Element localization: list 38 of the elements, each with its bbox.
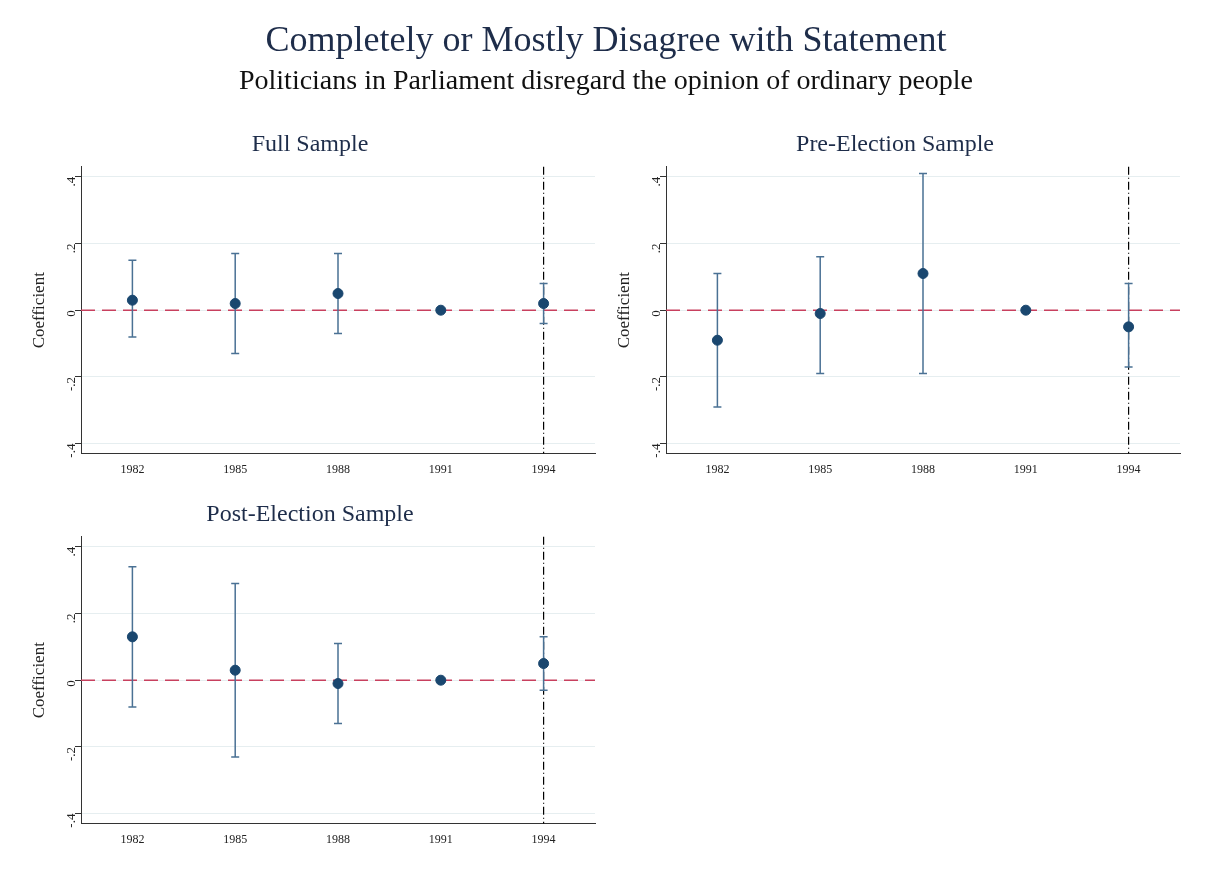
y-tick-label: -.2 <box>63 746 79 761</box>
x-tick-label: 1991 <box>428 461 453 476</box>
x-tick-label: 1994 <box>531 461 556 476</box>
y-tick-label: 0 <box>648 310 664 317</box>
y-tick-label: -.4 <box>63 813 79 828</box>
y-tick-label: -.4 <box>648 443 664 458</box>
x-tick-label: 1988 <box>911 461 935 476</box>
x-tick-label: 1994 <box>531 831 556 846</box>
x-tick-label: 1991 <box>1013 461 1038 476</box>
chart-title: Post-Election Sample <box>206 499 414 526</box>
x-tick-label: 1994 <box>1116 461 1141 476</box>
text: Politicians in Parliament disregard the opinion of ordinary people <box>237 64 975 96</box>
y-tick-label: 0 <box>63 310 79 317</box>
x-tick-label: 1985 <box>223 831 248 846</box>
x-tick-label: 1988 <box>326 461 350 476</box>
text: Completely or Mostly Disagree with Statement <box>264 18 948 60</box>
x-tick-label: 1982 <box>120 461 145 476</box>
y-tick-label: .2 <box>648 243 664 254</box>
y-axis-title: Coefficient <box>613 271 633 349</box>
y-tick-label: 0 <box>63 680 79 687</box>
x-tick-label: 1985 <box>223 461 248 476</box>
chart-title: Pre-Election Sample <box>796 129 994 156</box>
chart-title: Full Sample <box>251 129 369 156</box>
y-tick-label: .4 <box>63 176 79 187</box>
y-tick-label: .4 <box>63 546 79 557</box>
y-tick-label: .2 <box>63 613 79 624</box>
y-axis-title: Coefficient <box>28 641 48 719</box>
y-tick-label: -.2 <box>63 376 79 391</box>
x-tick-label: 1982 <box>120 831 145 846</box>
y-tick-label: .2 <box>63 243 79 254</box>
y-tick-label: -.4 <box>63 443 79 458</box>
x-tick-label: 1985 <box>808 461 833 476</box>
y-tick-label: .4 <box>648 176 664 187</box>
y-tick-label: -.2 <box>648 376 664 391</box>
x-tick-label: 1991 <box>428 831 453 846</box>
x-tick-label: 1982 <box>705 461 730 476</box>
x-tick-label: 1988 <box>326 831 350 846</box>
y-axis-title: Coefficient <box>28 271 48 349</box>
